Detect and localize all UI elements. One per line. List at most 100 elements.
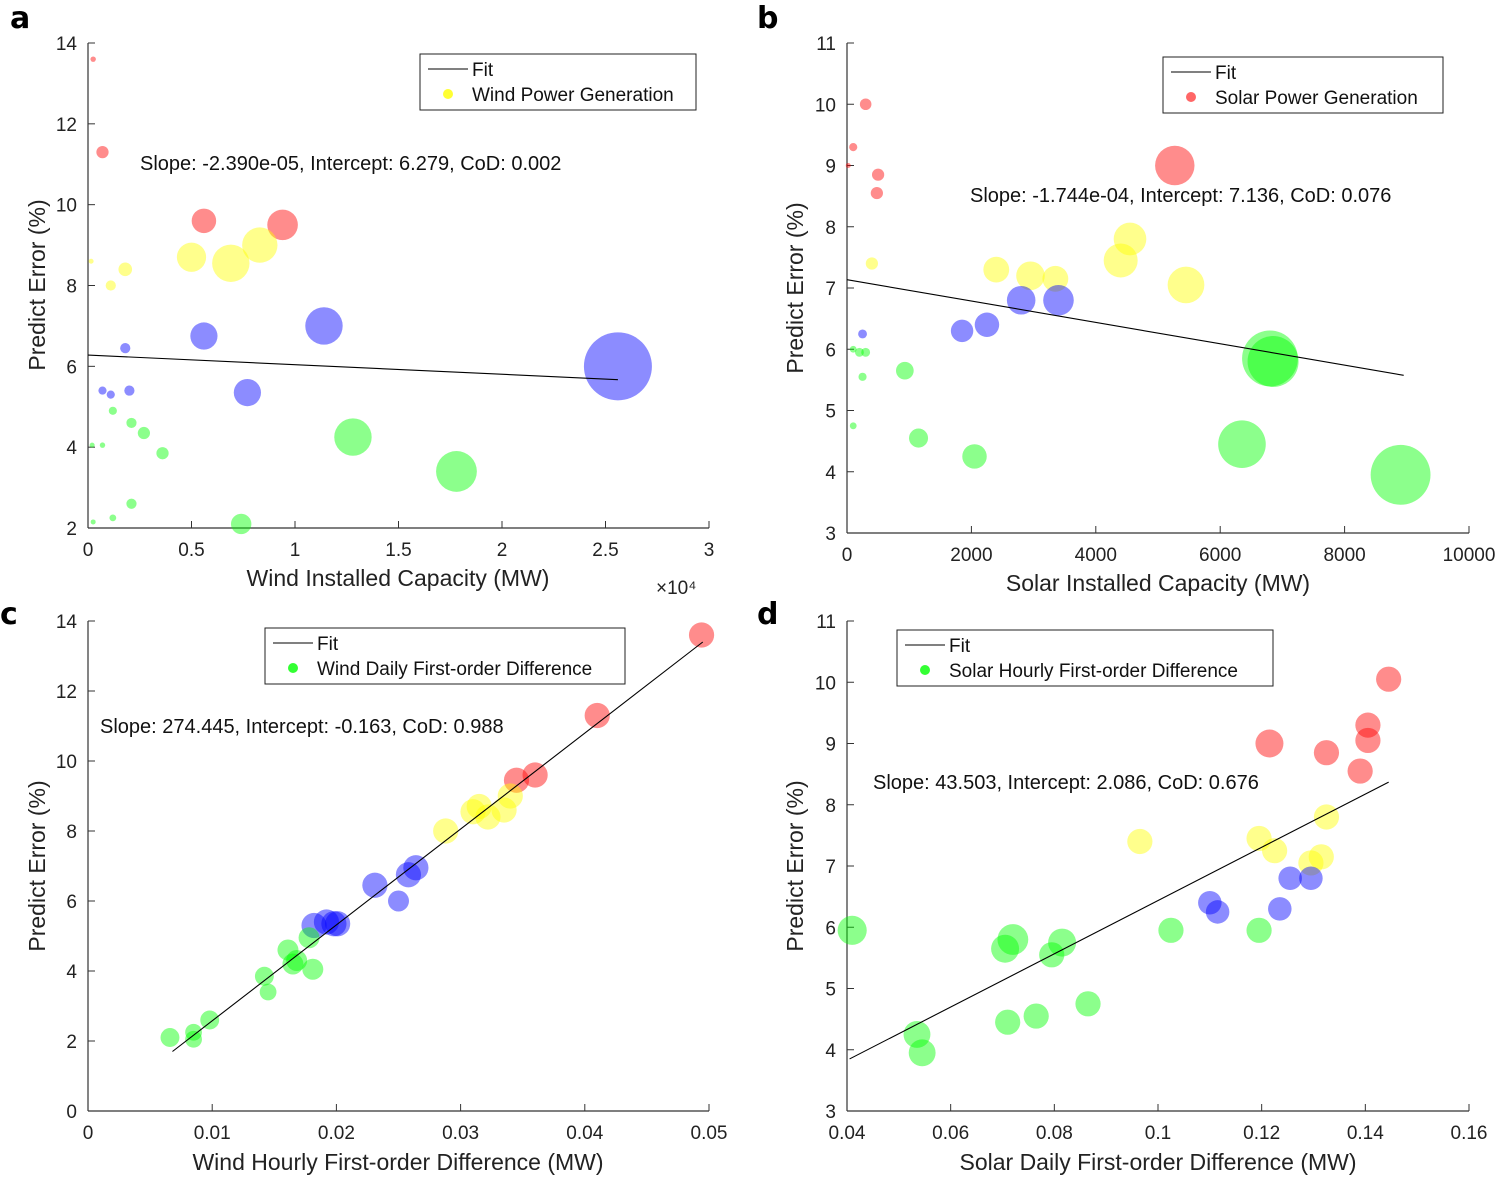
y-tick-label: 8 — [825, 796, 836, 817]
legend-series-marker — [288, 663, 298, 673]
data-point — [89, 442, 95, 448]
data-point — [1313, 740, 1340, 766]
data-point — [277, 939, 299, 961]
data-point — [849, 345, 857, 353]
data-point — [460, 799, 486, 825]
data-point — [388, 890, 409, 912]
data-point — [1167, 266, 1205, 304]
panel-c: c 0 0.01 0.02 0.03 0.04 0.05 0 2 4 6 8 10 12 14 Wind Ho… — [0, 597, 727, 1175]
data-point — [242, 227, 278, 263]
y-tick-label: 12 — [56, 115, 77, 136]
legend-box — [419, 53, 697, 111]
data-point — [185, 1030, 202, 1048]
data-point — [305, 307, 343, 345]
data-point — [908, 1039, 936, 1067]
legend: Fit Wind Daily First-order Difference — [264, 627, 626, 685]
legend-fit-label: Fit — [949, 636, 971, 657]
data-point — [1278, 866, 1302, 891]
data-point — [1103, 243, 1138, 278]
y-axis-label: Predict Error (%) — [24, 780, 50, 951]
y-tick-label: 7 — [825, 857, 836, 878]
y-tick-label: 9 — [825, 157, 836, 178]
data-point — [865, 257, 878, 270]
data-point — [871, 168, 885, 181]
data-point — [983, 256, 1010, 283]
legend-fit-label: Fit — [472, 60, 494, 81]
x-axis-label: Wind Installed Capacity (MW) — [247, 565, 550, 591]
legend-series-label: Solar Power Generation — [1215, 88, 1418, 109]
legend-series-label: Solar Hourly First-order Difference — [949, 661, 1238, 682]
data-point — [997, 924, 1029, 955]
legend-box — [896, 629, 1274, 687]
legend: Fit Solar Hourly First-order Difference — [896, 629, 1274, 687]
x-multiplier: ×10⁴ — [656, 578, 696, 599]
data-point — [1006, 285, 1036, 315]
data-point — [859, 98, 872, 111]
y-tick-label: 10 — [56, 752, 77, 773]
data-point — [1355, 727, 1381, 754]
data-point — [109, 514, 117, 522]
x-tick-label: 0.12 — [1243, 1123, 1280, 1144]
y-tick-label: 2 — [66, 519, 77, 540]
data-point — [191, 208, 217, 234]
x-tick-label: 4000 — [1075, 545, 1117, 566]
panel-a: a 0 0.5 1 1.5 2 2.5 3 2 4 6 8 10 12 14 Wind Installed C… — [10, 1, 714, 599]
y-tick-label: 14 — [56, 34, 78, 55]
x-tick-label: 0.03 — [442, 1123, 479, 1144]
fit-annotation: Slope: 43.503, Intercept: 2.086, CoD: 0.… — [873, 772, 1259, 794]
data-point — [896, 361, 914, 380]
data-point — [96, 146, 109, 159]
data-point — [909, 428, 929, 448]
data-point — [962, 444, 987, 469]
data-point — [108, 406, 117, 415]
data-point — [321, 911, 347, 937]
data-point — [1218, 420, 1266, 468]
x-tick-label: 2.5 — [592, 540, 618, 561]
data-point — [433, 818, 459, 844]
y-tick-label: 11 — [816, 34, 836, 55]
fit-line — [87, 354, 618, 381]
data-point — [491, 797, 517, 823]
data-point — [1246, 825, 1272, 852]
y-axis-label: Predict Error (%) — [782, 780, 808, 951]
data-point — [120, 343, 131, 354]
data-point — [137, 426, 151, 440]
data-point — [1255, 729, 1284, 758]
x-tick-label: 0.01 — [194, 1123, 231, 1144]
data-point — [1016, 261, 1045, 291]
x-tick-label: 10000 — [1443, 545, 1496, 566]
x-tick-label: 2000 — [950, 545, 992, 566]
data-point — [334, 418, 372, 456]
data-point — [436, 451, 477, 492]
data-point — [118, 262, 133, 277]
data-point — [855, 347, 864, 357]
data-point — [849, 422, 857, 430]
x-tick-label: 0.5 — [178, 540, 204, 561]
x-tick-label: 0.06 — [932, 1123, 969, 1144]
x-axis-label: Wind Hourly First-order Difference (MW) — [192, 1149, 603, 1175]
legend: Fit Solar Power Generation — [1162, 56, 1444, 114]
data-point — [267, 209, 298, 241]
data-point — [362, 872, 388, 898]
data-point — [124, 385, 135, 396]
fit-line — [849, 781, 1389, 1060]
data-point — [212, 244, 250, 282]
data-point — [230, 513, 252, 535]
data-point — [522, 762, 548, 788]
y-tick-label: 6 — [66, 892, 77, 913]
y-tick-label: 6 — [825, 340, 836, 361]
data-point — [861, 347, 871, 357]
data-point — [176, 242, 207, 272]
data-point — [991, 934, 1020, 963]
data-point — [1262, 838, 1288, 864]
data-point — [1075, 991, 1101, 1017]
data-point — [1158, 917, 1184, 943]
y-tick-label: 14 — [56, 612, 78, 633]
y-tick-label: 2 — [66, 1032, 77, 1053]
data-point — [858, 372, 867, 381]
data-point — [403, 855, 429, 881]
y-tick-label: 6 — [66, 357, 77, 378]
legend-fit-label: Fit — [317, 634, 339, 655]
data-point — [106, 390, 115, 399]
